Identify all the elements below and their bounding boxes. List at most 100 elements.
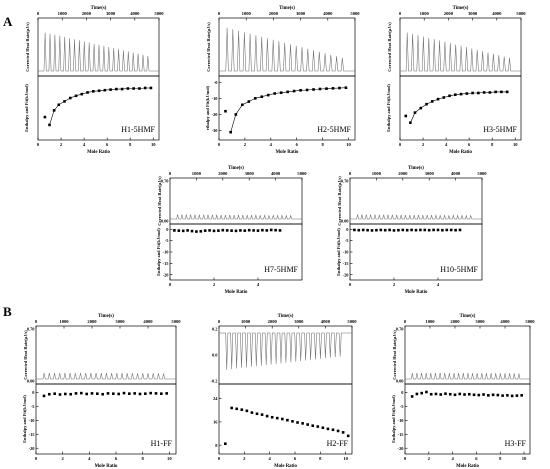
data-point	[275, 416, 279, 420]
data-point	[203, 229, 207, 232]
thermogram-line	[36, 372, 176, 380]
data-point	[445, 228, 449, 232]
top-axis-title: Time(s)	[460, 314, 476, 319]
bottom-axis-ylabel: Enthalpy and Fit(kJ/mol)	[24, 84, 29, 132]
x-axis-title: Mole Ratio	[95, 464, 118, 469]
time-tick-label: 4000	[500, 319, 510, 324]
top-y-tick-label: 0.70	[161, 179, 169, 184]
y-tick-label: -10	[398, 418, 405, 423]
time-tick-label: 1000	[425, 319, 435, 324]
thermogram-line	[400, 32, 521, 72]
x-tick-label: 2	[428, 456, 431, 461]
panel-title: H2-5HMF	[317, 125, 351, 134]
data-point	[230, 406, 233, 410]
time-tick-label: 3000	[245, 171, 255, 176]
time-tick-label: 0	[35, 319, 38, 324]
x-tick-label: 2	[393, 282, 396, 287]
data-point	[467, 392, 471, 396]
thermogram-line	[170, 214, 302, 220]
time-tick-label: 5000	[297, 171, 307, 176]
bottom-axis-ylabel: Enthalpy and Fit(kJ/mol)	[386, 84, 391, 132]
data-point	[269, 228, 273, 232]
data-point	[240, 408, 244, 411]
time-tick-label: 4000	[143, 319, 153, 324]
time-tick-label: 5000	[477, 171, 487, 176]
data-point	[217, 229, 220, 232]
x-tick-label: 6	[468, 142, 471, 147]
x-axis-title: Mole Ratio	[456, 464, 479, 469]
top-axis-ylabel: Corrected Heat Rate(μJ/s)	[157, 176, 162, 226]
data-point	[286, 418, 289, 422]
data-point	[90, 392, 94, 395]
data-point	[419, 228, 422, 232]
x-tick-label: 10	[167, 456, 172, 461]
x-tick-label: 8	[499, 456, 502, 461]
data-point	[149, 391, 152, 395]
data-point	[427, 228, 431, 232]
data-point	[291, 420, 294, 423]
bottom-axis-ylabel: ethalpy and Fit(kJ/mol)	[205, 85, 210, 130]
data-point	[458, 228, 462, 232]
data-point	[423, 228, 427, 232]
chart-panel-5: 0 1000 2000 3000 4000 5000 Time(s) 0.70 0.00 0 -5 -…	[336, 166, 487, 295]
data-point	[58, 393, 62, 396]
data-point	[453, 393, 457, 397]
panel-title: H7-5HMF	[264, 265, 298, 274]
data-point	[133, 392, 136, 395]
y-tick-label: -5	[345, 238, 349, 243]
data-point	[397, 228, 400, 232]
x-tick-label: 0	[218, 456, 221, 461]
y-tick-label: -15	[398, 432, 405, 437]
y-tick-label: -10	[212, 96, 219, 101]
y-tick-label: 8	[215, 443, 218, 448]
data-point	[278, 229, 282, 232]
data-point	[274, 228, 277, 232]
data-point	[106, 392, 110, 395]
data-point	[117, 392, 120, 396]
y-tick-label: -20	[343, 272, 350, 277]
x-tick-label: 0	[218, 142, 221, 147]
x-tick-label: 0	[169, 282, 172, 287]
x-tick-label: 2	[244, 142, 247, 147]
data-point	[425, 390, 428, 394]
time-tick-label: 2000	[450, 319, 460, 324]
y-tick-label: -20	[29, 446, 36, 451]
x-tick-label: 10	[343, 456, 348, 461]
data-point	[404, 114, 408, 118]
data-point	[265, 414, 269, 418]
x-tick-label: 0	[404, 456, 407, 461]
x-axis-title: Mole Ratio	[225, 290, 248, 295]
time-tick-label: 3000	[296, 11, 306, 16]
x-tick-label: 8	[321, 142, 324, 147]
data-point	[247, 228, 251, 232]
fit-curve	[410, 91, 508, 123]
data-point	[375, 228, 378, 232]
data-point	[80, 391, 83, 395]
data-point	[506, 394, 509, 397]
data-point	[491, 393, 495, 397]
top-y-tick-label: 0.70	[27, 327, 35, 332]
data-point	[122, 391, 126, 395]
data-point	[361, 228, 365, 232]
data-point	[321, 426, 325, 430]
time-tick-label: 3000	[294, 319, 304, 324]
x-tick-label: 10	[513, 142, 518, 147]
chart-panel-8: 0 1000 2000 3000 4000 5000 Time(s) 0.70 0.00 0 -5 -…	[391, 314, 535, 469]
top-axis-title: Time(s)	[228, 166, 244, 171]
data-point	[85, 392, 88, 396]
data-point	[454, 228, 457, 232]
y-tick-label: 0	[166, 227, 169, 232]
data-point	[208, 229, 211, 232]
top-y-tick-label: 0.2	[212, 327, 218, 332]
x-tick-label: 10	[151, 142, 156, 147]
top-axis-ylabel: Corrected Heat Rate(μJ/s)	[392, 330, 397, 380]
data-point	[255, 412, 259, 416]
x-axis-title: Mole Ratio	[405, 290, 428, 295]
y-tick-label: 24	[213, 396, 218, 401]
data-point	[128, 392, 131, 395]
time-tick-label: 3000	[115, 319, 125, 324]
chart-panel-2: 0 1000 2000 3000 4000 5000 Time(s) -0 -10 -20 -30 0…	[205, 6, 360, 155]
time-tick-label: 1000	[372, 171, 382, 176]
time-tick-label: 4000	[323, 11, 333, 16]
data-point	[501, 394, 504, 397]
